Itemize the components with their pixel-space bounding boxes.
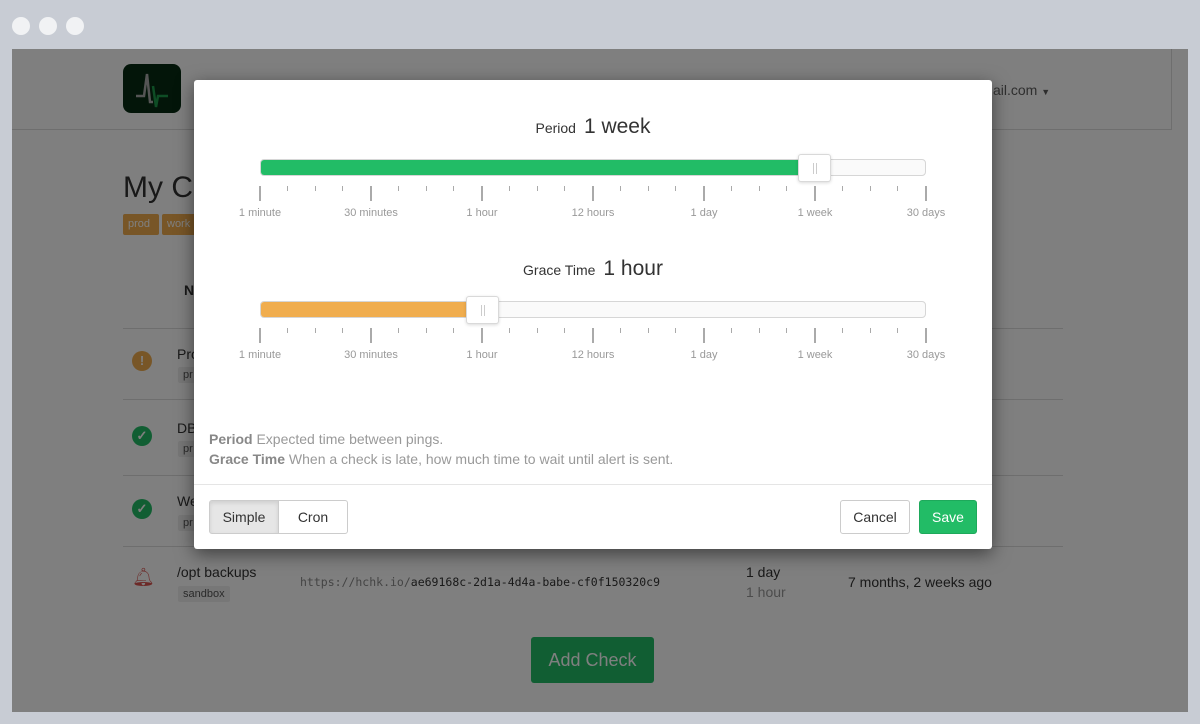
desc-text: Expected time between pings. [252, 431, 444, 447]
tick-label: 1 hour [466, 207, 498, 219]
minor-tick [786, 186, 788, 191]
major-tick [259, 328, 261, 343]
minor-tick [397, 186, 399, 191]
minor-tick [869, 328, 871, 333]
tick-label: 1 week [797, 349, 833, 361]
period-label: Period [535, 120, 576, 136]
timeout-modal: Period 1 week 1 minute 30 minutes 1 hour 12 … [194, 80, 992, 549]
caret-down-icon: ▼ [1041, 87, 1051, 97]
tick-label: 30 minutes [344, 349, 398, 361]
minor-tick [619, 328, 621, 333]
minor-tick [675, 328, 677, 333]
minor-tick [453, 328, 455, 333]
minor-tick [841, 186, 843, 191]
minor-tick [286, 186, 288, 191]
major-tick [481, 328, 483, 343]
minor-tick [564, 328, 566, 333]
minor-tick [286, 328, 288, 333]
period-slider-handle[interactable] [798, 154, 832, 182]
minor-tick [675, 186, 677, 191]
minor-tick [730, 328, 732, 333]
desc-label: Grace Time [209, 451, 286, 467]
minor-tick [342, 186, 344, 191]
tick-label: 30 days [906, 207, 946, 219]
tick-label: 30 days [906, 349, 946, 361]
account-menu[interactable]: ail.com ▼ [993, 82, 1050, 98]
period-slider-fill [261, 160, 815, 175]
tick-label: 1 hour [466, 349, 498, 361]
major-tick [259, 186, 261, 201]
account-email: ail.com [993, 82, 1038, 98]
tick-label: 12 hours [571, 207, 615, 219]
major-tick [481, 186, 483, 201]
major-tick [925, 328, 927, 343]
save-button[interactable]: Save [919, 500, 977, 534]
major-tick [814, 328, 816, 343]
minor-tick [508, 186, 510, 191]
minor-tick [841, 328, 843, 333]
minor-tick [342, 328, 344, 333]
major-tick [370, 186, 372, 201]
major-tick [592, 186, 594, 201]
tick-label: 12 hours [571, 349, 615, 361]
minor-tick [536, 328, 538, 333]
minor-tick [758, 328, 760, 333]
desc-label: Period [209, 431, 253, 447]
minor-tick [730, 186, 732, 191]
desc-text: When a check is late, how much time to w… [285, 451, 674, 467]
period-description: Period Expected time between pings. [209, 431, 443, 447]
footer-divider [194, 484, 992, 485]
mode-cron-tab[interactable]: Cron [278, 500, 348, 534]
minor-tick [758, 186, 760, 191]
tick-label: 1 minute [238, 207, 282, 219]
grace-value: 1 hour [603, 257, 663, 280]
grace-description: Grace Time When a check is late, how muc… [209, 451, 673, 467]
tick-label: 1 day [690, 207, 718, 219]
mode-simple-tab[interactable]: Simple [209, 500, 279, 534]
minor-tick [619, 186, 621, 191]
minor-tick [786, 328, 788, 333]
minor-tick [314, 328, 316, 333]
grace-slider-fill [261, 302, 483, 317]
minor-tick [397, 328, 399, 333]
major-tick [592, 328, 594, 343]
tick-label: 30 minutes [344, 207, 398, 219]
minor-tick [869, 186, 871, 191]
major-tick [703, 186, 705, 201]
grace-slider[interactable] [260, 296, 926, 324]
minor-tick [453, 186, 455, 191]
window-close-button[interactable] [12, 17, 30, 35]
tick-label: 1 day [690, 349, 718, 361]
minor-tick [508, 328, 510, 333]
minor-tick [897, 328, 899, 333]
grace-scale: 1 minute 30 minutes 1 hour 12 hours 1 day 1 w… [239, 328, 945, 368]
window-minimize-button[interactable] [39, 17, 57, 35]
period-heading: Period 1 week [194, 115, 992, 139]
minor-tick [536, 186, 538, 191]
major-tick [370, 328, 372, 343]
cancel-button[interactable]: Cancel [840, 500, 910, 534]
minor-tick [425, 328, 427, 333]
minor-tick [647, 328, 649, 333]
major-tick [925, 186, 927, 201]
grace-heading: Grace Time 1 hour [194, 257, 992, 281]
minor-tick [897, 186, 899, 191]
minor-tick [647, 186, 649, 191]
minor-tick [425, 186, 427, 191]
minor-tick [314, 186, 316, 191]
minor-tick [564, 186, 566, 191]
tick-label: 1 week [797, 207, 833, 219]
tick-label: 1 minute [238, 349, 282, 361]
major-tick [814, 186, 816, 201]
window-maximize-button[interactable] [66, 17, 84, 35]
major-tick [703, 328, 705, 343]
grace-label: Grace Time [523, 262, 596, 278]
period-value: 1 week [583, 115, 651, 138]
grace-slider-handle[interactable] [466, 296, 500, 324]
period-slider[interactable] [260, 154, 926, 182]
period-scale: 1 minute 30 minutes 1 hour 12 hours 1 day 1 w… [239, 186, 945, 226]
